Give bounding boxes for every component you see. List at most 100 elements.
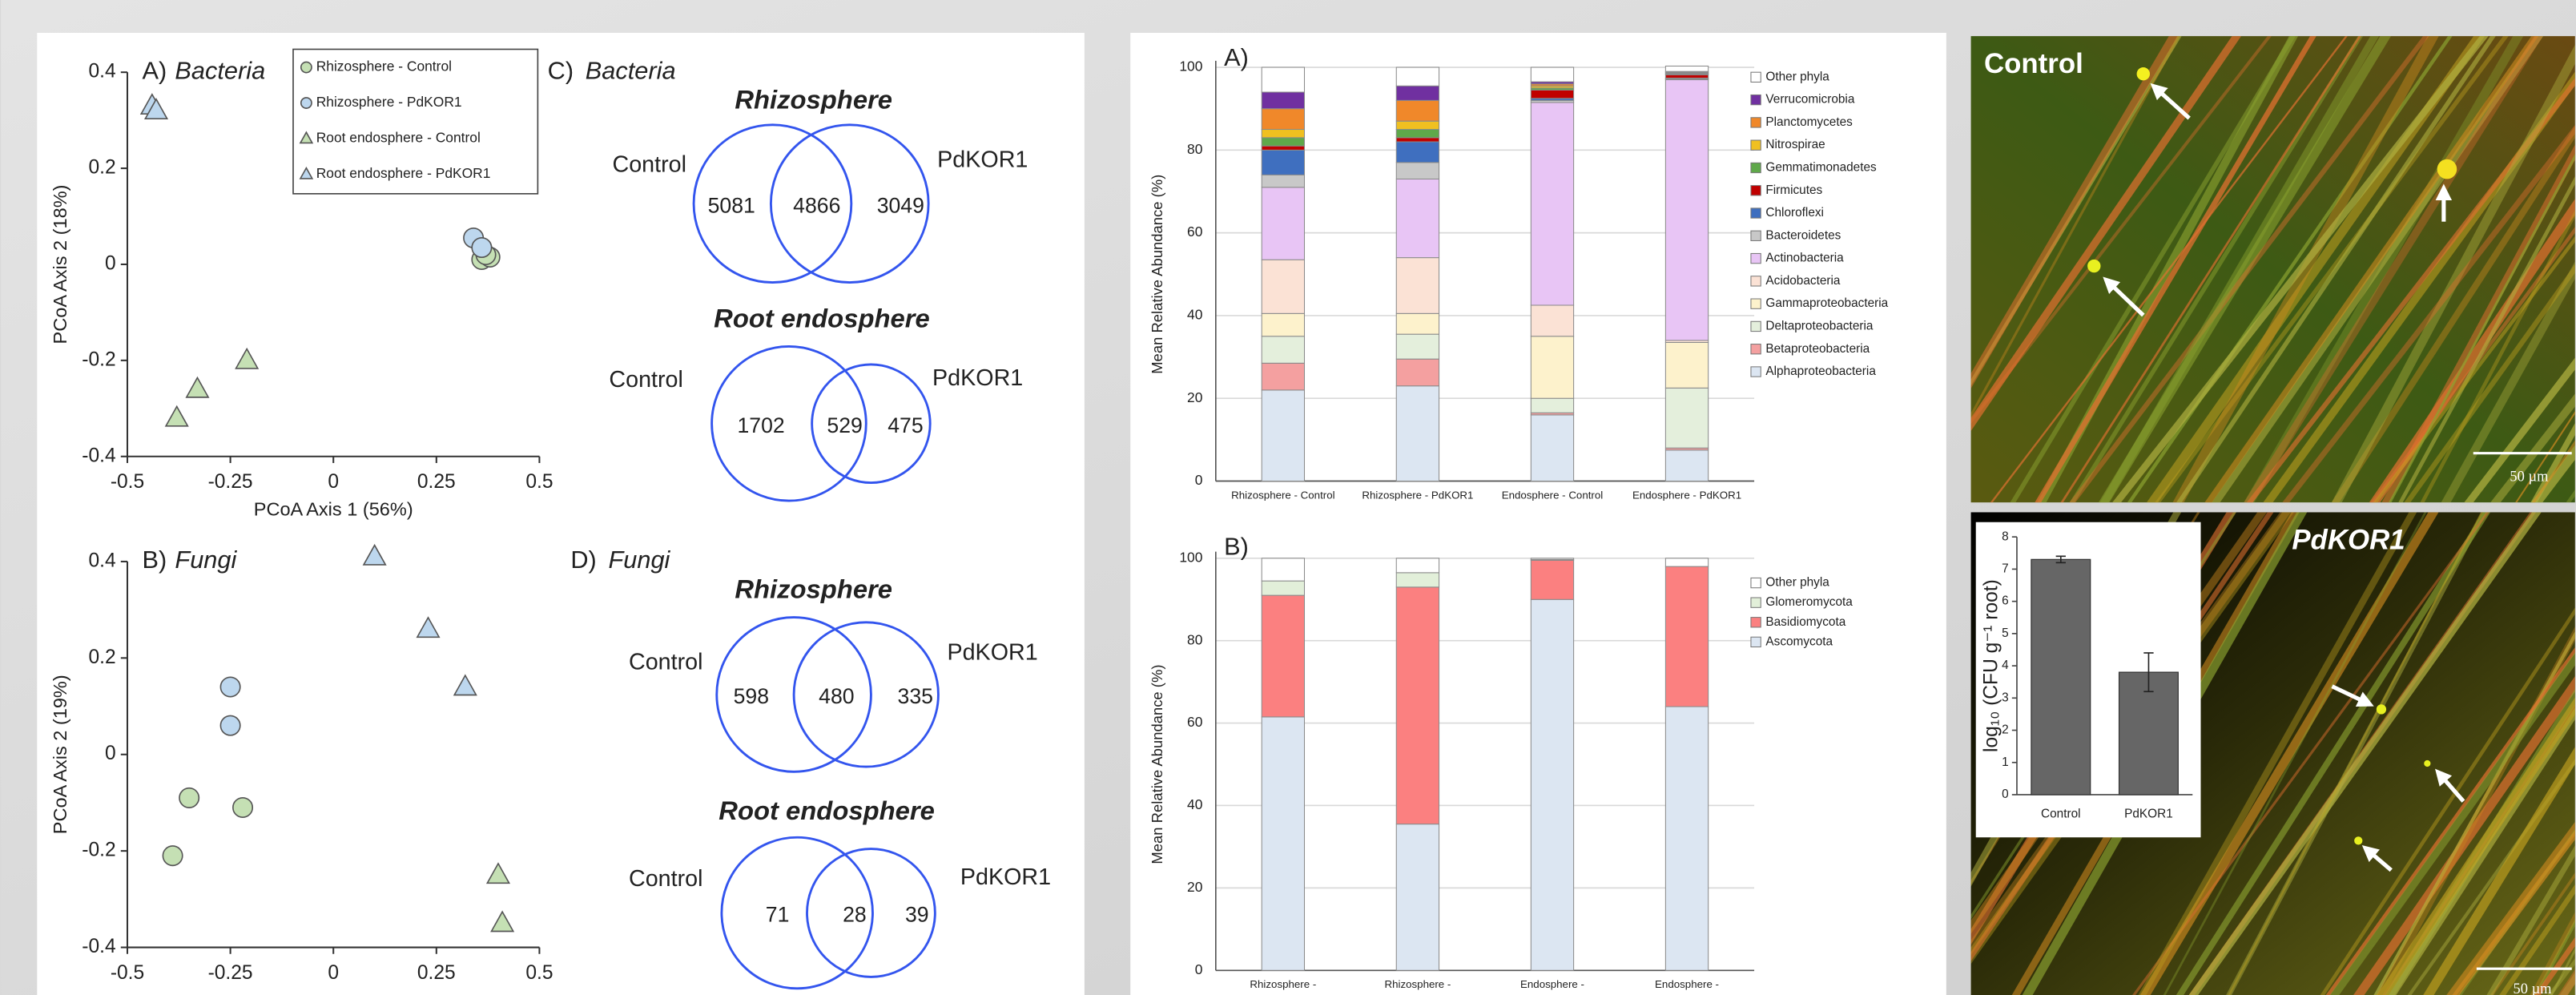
bar-segment <box>1262 313 1304 336</box>
bar-segment <box>1531 558 1573 560</box>
legend-marker <box>301 62 312 72</box>
legend-swatch <box>1751 163 1761 172</box>
colony <box>2087 260 2100 272</box>
y-tick-label: 4 <box>2002 659 2009 672</box>
scale-bar-label: 50 µm <box>2510 469 2549 485</box>
scale-bar-label: 50 µm <box>2514 981 2553 995</box>
venn-count: 475 <box>888 413 923 437</box>
y-axis-label: Mean Relative Abundance (%) <box>1149 175 1165 374</box>
y-tick-label: 2 <box>2002 723 2009 737</box>
legend-swatch <box>1751 186 1761 195</box>
legend-label: Other phyla <box>1765 70 1829 83</box>
y-tick-label: 80 <box>1187 141 1202 157</box>
legend-label: Alphaproteobacteria <box>1765 365 1876 378</box>
x-tick-label: -0.5 <box>111 962 144 984</box>
venn-count: 39 <box>905 903 929 927</box>
legend-label: Actinobacteria <box>1765 252 1844 265</box>
legend-swatch <box>1751 344 1761 354</box>
bar-segment <box>1665 80 1708 340</box>
bar-segment <box>1396 258 1439 314</box>
legend-label: Firmicutes <box>1765 183 1822 197</box>
legend-swatch <box>1751 118 1761 127</box>
bar-segment <box>1396 86 1439 100</box>
legend-swatch <box>1751 321 1761 331</box>
bar-segment <box>1262 595 1304 717</box>
panel-subtitle: Bacteria <box>175 56 265 84</box>
bar-segment <box>1262 130 1304 138</box>
y-tick-label: 0 <box>105 252 116 274</box>
legend-label: Root endosphere - PdKOR1 <box>316 165 491 181</box>
legend-label: Deltaproteobacteria <box>1765 320 1874 333</box>
legend-label: Basidiomycota <box>1765 615 1845 629</box>
y-axis-label: Mean Relative Abundance (%) <box>1149 665 1165 864</box>
x-tick-label: Endosphere - PdKOR1 <box>1632 489 1741 501</box>
bar-segment <box>1396 100 1439 121</box>
bar-segment <box>1396 824 1439 971</box>
bar-segment <box>1396 67 1439 86</box>
image-label: PdKOR1 <box>2292 525 2405 556</box>
bar-segment <box>1396 334 1439 359</box>
venn-count: 1702 <box>737 413 784 437</box>
x-tick-label: 0.5 <box>525 962 553 984</box>
legend-label: Glomeromycota <box>1765 595 1853 609</box>
bar-segment <box>1262 150 1304 175</box>
bar-segment <box>1531 398 1573 413</box>
legend-swatch <box>1751 72 1761 82</box>
x-tick-label: Rhizosphere - <box>1384 978 1451 990</box>
legend-swatch <box>1751 618 1761 627</box>
bar-segment <box>1262 146 1304 150</box>
y-tick-label: -0.4 <box>82 936 115 957</box>
legend-swatch <box>1751 208 1761 218</box>
panel-label: B) <box>1224 533 1249 561</box>
bar-segment <box>1396 138 1439 142</box>
y-tick-label: 100 <box>1179 58 1202 75</box>
venn-set-label: Control <box>613 152 686 178</box>
bar-segment <box>1665 558 1708 566</box>
legend-label: Nitrospirae <box>1765 138 1825 151</box>
point <box>472 238 491 257</box>
y-tick-label: 0 <box>2002 788 2009 801</box>
legend-swatch <box>1751 276 1761 286</box>
legend-marker <box>301 98 312 108</box>
bar-segment <box>1531 336 1573 398</box>
y-tick-label: 80 <box>1187 631 1202 647</box>
bar-segment <box>1396 130 1439 138</box>
bar-segment <box>1665 388 1708 448</box>
point <box>220 677 239 696</box>
bar-segment <box>1396 179 1439 257</box>
bar-segment <box>1262 109 1304 130</box>
y-tick-label: 60 <box>1187 224 1202 240</box>
venn-count: 28 <box>843 903 867 927</box>
venn-set-label: PdKOR1 <box>960 864 1051 890</box>
x-tick-label: 0.5 <box>525 471 553 493</box>
bar-segment <box>1396 121 1439 129</box>
y-tick-label: 100 <box>1179 549 1202 565</box>
legend-swatch <box>1751 231 1761 240</box>
x-tick-label: Control <box>2041 808 2081 821</box>
colony <box>2377 704 2386 714</box>
venn-set-label: PdKOR1 <box>937 147 1028 172</box>
y-tick-label: -0.4 <box>82 445 115 466</box>
figure: Control 50 µm PdKOR1 50 µm -0.4-0.200.20… <box>0 0 2576 995</box>
panel-label: D) <box>570 546 596 574</box>
bar <box>2031 559 2091 795</box>
colony <box>2437 159 2457 179</box>
bar-segment <box>1396 313 1439 334</box>
bar-segment <box>1396 573 1439 587</box>
legend-swatch <box>1751 299 1761 308</box>
venn-count: 71 <box>766 903 790 927</box>
bar-segment <box>1665 342 1708 388</box>
bar-segment <box>1262 581 1304 595</box>
x-tick-label: 0 <box>328 962 339 984</box>
bar-segment <box>1262 717 1304 970</box>
y-tick-label: -0.2 <box>82 840 115 861</box>
venn-set-label: PdKOR1 <box>932 365 1023 391</box>
colony <box>2354 836 2362 844</box>
bar-segment <box>1396 587 1439 824</box>
bar-segment <box>1665 707 1708 970</box>
bar-segment <box>1665 566 1708 707</box>
bar-segment <box>1665 75 1708 78</box>
point <box>179 788 199 808</box>
bar-segment <box>1531 305 1573 336</box>
x-tick-label: Endosphere - Control <box>1502 489 1604 501</box>
